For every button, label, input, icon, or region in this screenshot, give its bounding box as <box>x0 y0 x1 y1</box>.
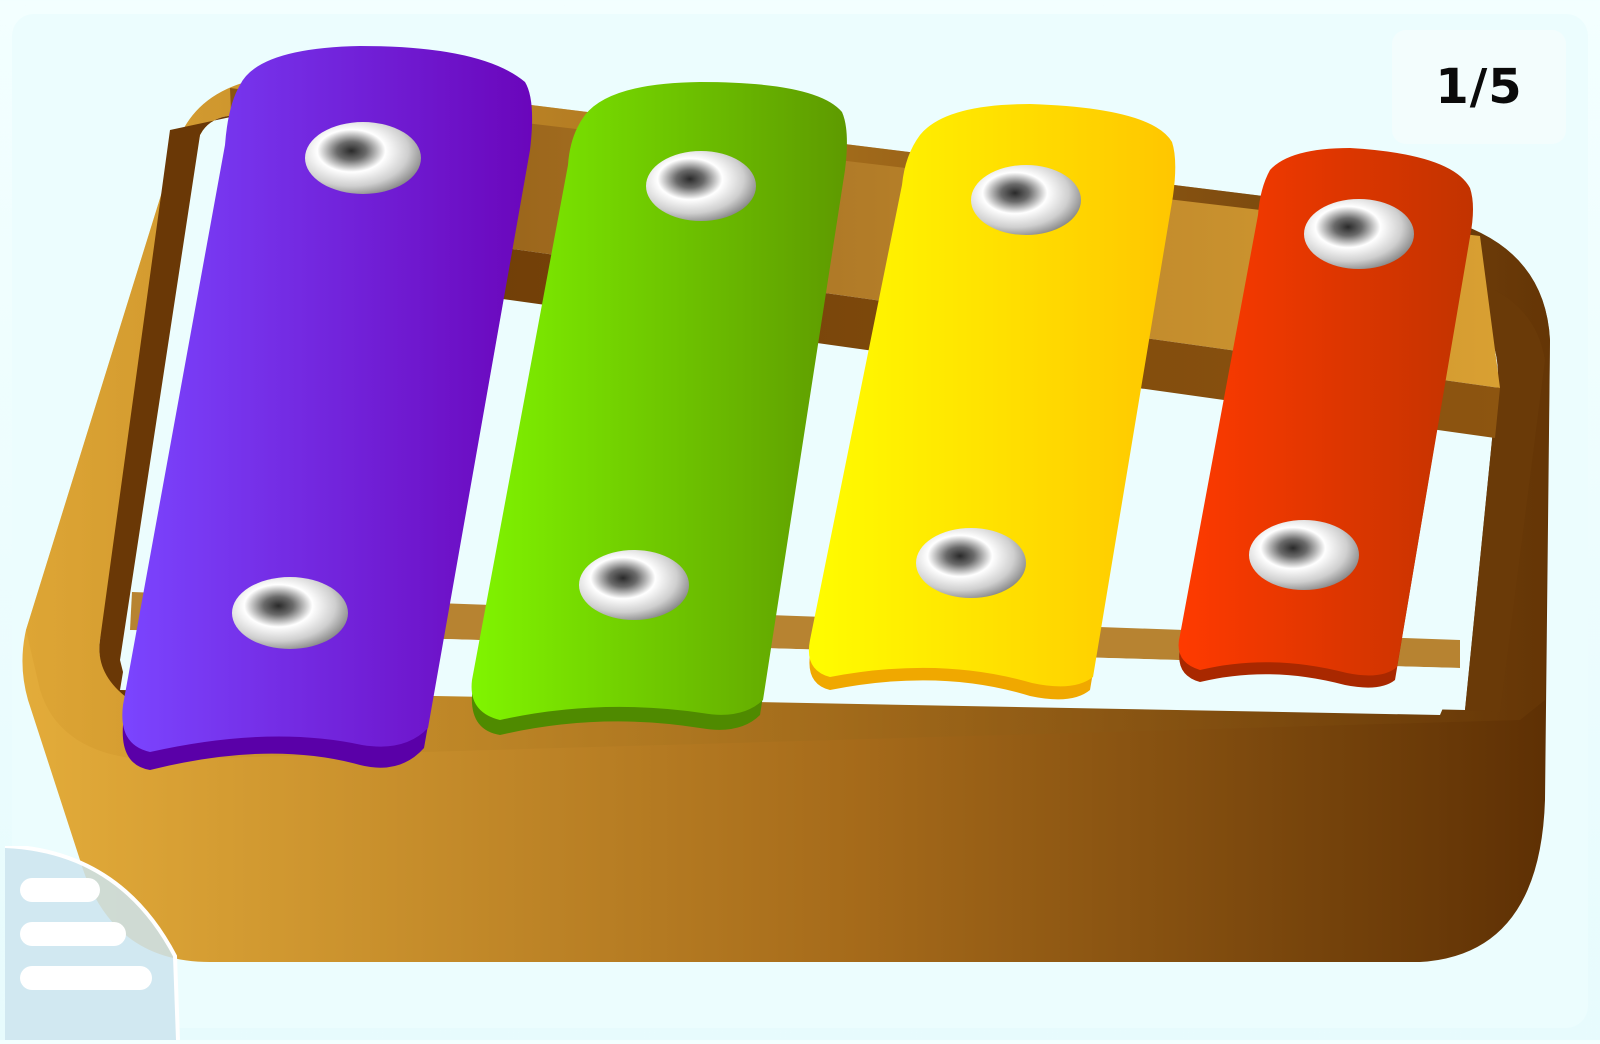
bar-yellow[interactable] <box>808 104 1176 700</box>
bar-purple[interactable] <box>122 46 533 770</box>
screw-icon <box>971 165 1081 235</box>
back-rail <box>230 88 1500 388</box>
bar-red[interactable] <box>1178 148 1473 688</box>
progress-label: 1/5 <box>1435 59 1523 115</box>
frame-inner-right <box>1440 280 1545 712</box>
front-rail <box>130 592 1460 668</box>
screw-icon <box>232 577 348 649</box>
menu-button[interactable] <box>0 844 190 1041</box>
back-rail-shadow <box>230 212 1500 438</box>
frame-inner-wall <box>99 115 240 700</box>
progress-counter: 1/5 <box>1392 30 1566 144</box>
hamburger-menu-icon <box>4 844 180 1041</box>
screw-icon <box>579 550 689 620</box>
screw-icon <box>1304 199 1414 269</box>
bar-green[interactable] <box>471 82 847 735</box>
screw-icon <box>305 122 421 194</box>
screw-icon <box>646 151 756 221</box>
screw-icon <box>916 528 1026 598</box>
front-rail-shadow <box>120 630 1460 715</box>
screw-icon <box>1249 520 1359 590</box>
